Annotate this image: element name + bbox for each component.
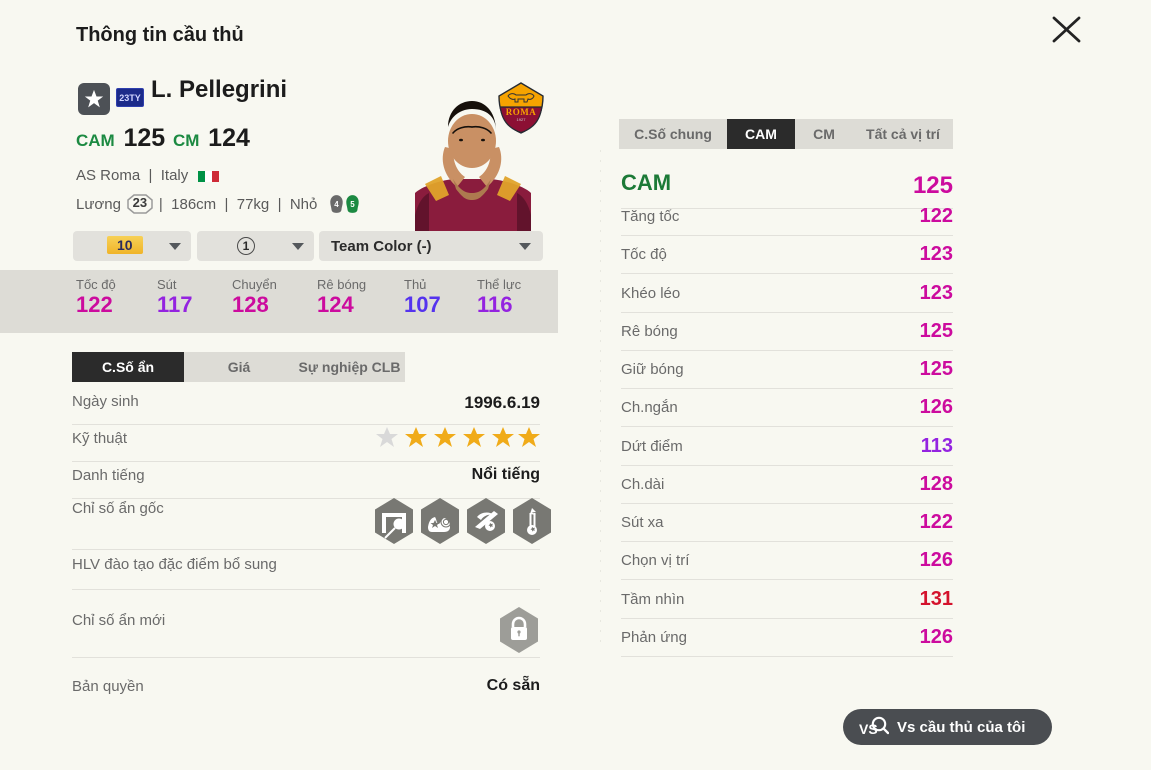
svg-text:5: 5 [350,200,355,209]
svg-text:4: 4 [334,200,339,209]
